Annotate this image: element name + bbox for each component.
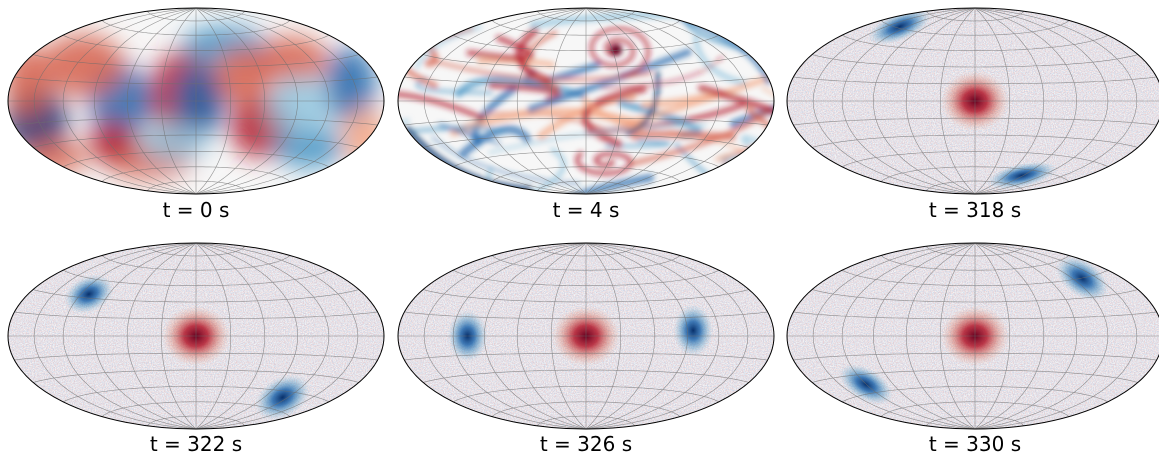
vortex-blob-1 xyxy=(673,304,714,357)
map-panel: t = 330 s xyxy=(786,242,1159,456)
map-outline xyxy=(786,7,1159,195)
graticule xyxy=(8,243,384,429)
graticule xyxy=(398,8,774,194)
map-panel: t = 326 s xyxy=(397,242,775,456)
vortex-blob-1 xyxy=(254,374,311,421)
map-panel: t = 4 s xyxy=(397,7,775,222)
graticule xyxy=(8,8,384,194)
map-panel: t = 318 s xyxy=(786,7,1159,222)
map-panel: t = 0 s xyxy=(7,7,385,222)
panel-time-label: t = 326 s xyxy=(540,432,632,456)
map-outline xyxy=(786,242,1159,430)
map-panel: t = 322 s xyxy=(7,242,385,456)
map-outline xyxy=(7,7,385,195)
map-field xyxy=(8,243,384,429)
vortex-blob-0 xyxy=(64,274,114,314)
map-outline xyxy=(7,242,385,430)
field-swirls xyxy=(398,8,774,194)
vortex-blob-0 xyxy=(867,8,932,45)
map-outline xyxy=(397,7,775,195)
panel-time-label: t = 330 s xyxy=(929,432,1021,456)
map-field xyxy=(787,8,1159,194)
vortex-blob-1 xyxy=(986,161,1058,190)
map-outline xyxy=(397,242,775,430)
graticule xyxy=(787,8,1159,194)
graticule xyxy=(787,243,1159,429)
map-field xyxy=(398,243,774,429)
panel-time-label: t = 322 s xyxy=(150,432,242,456)
map-field xyxy=(398,8,774,194)
graticule xyxy=(398,243,774,429)
map-field xyxy=(787,243,1159,429)
vortex-blob-0 xyxy=(1055,255,1109,302)
panel-time-label: t = 0 s xyxy=(163,198,230,222)
panel-time-label: t = 4 s xyxy=(553,198,620,222)
panel-time-label: t = 318 s xyxy=(929,198,1021,222)
